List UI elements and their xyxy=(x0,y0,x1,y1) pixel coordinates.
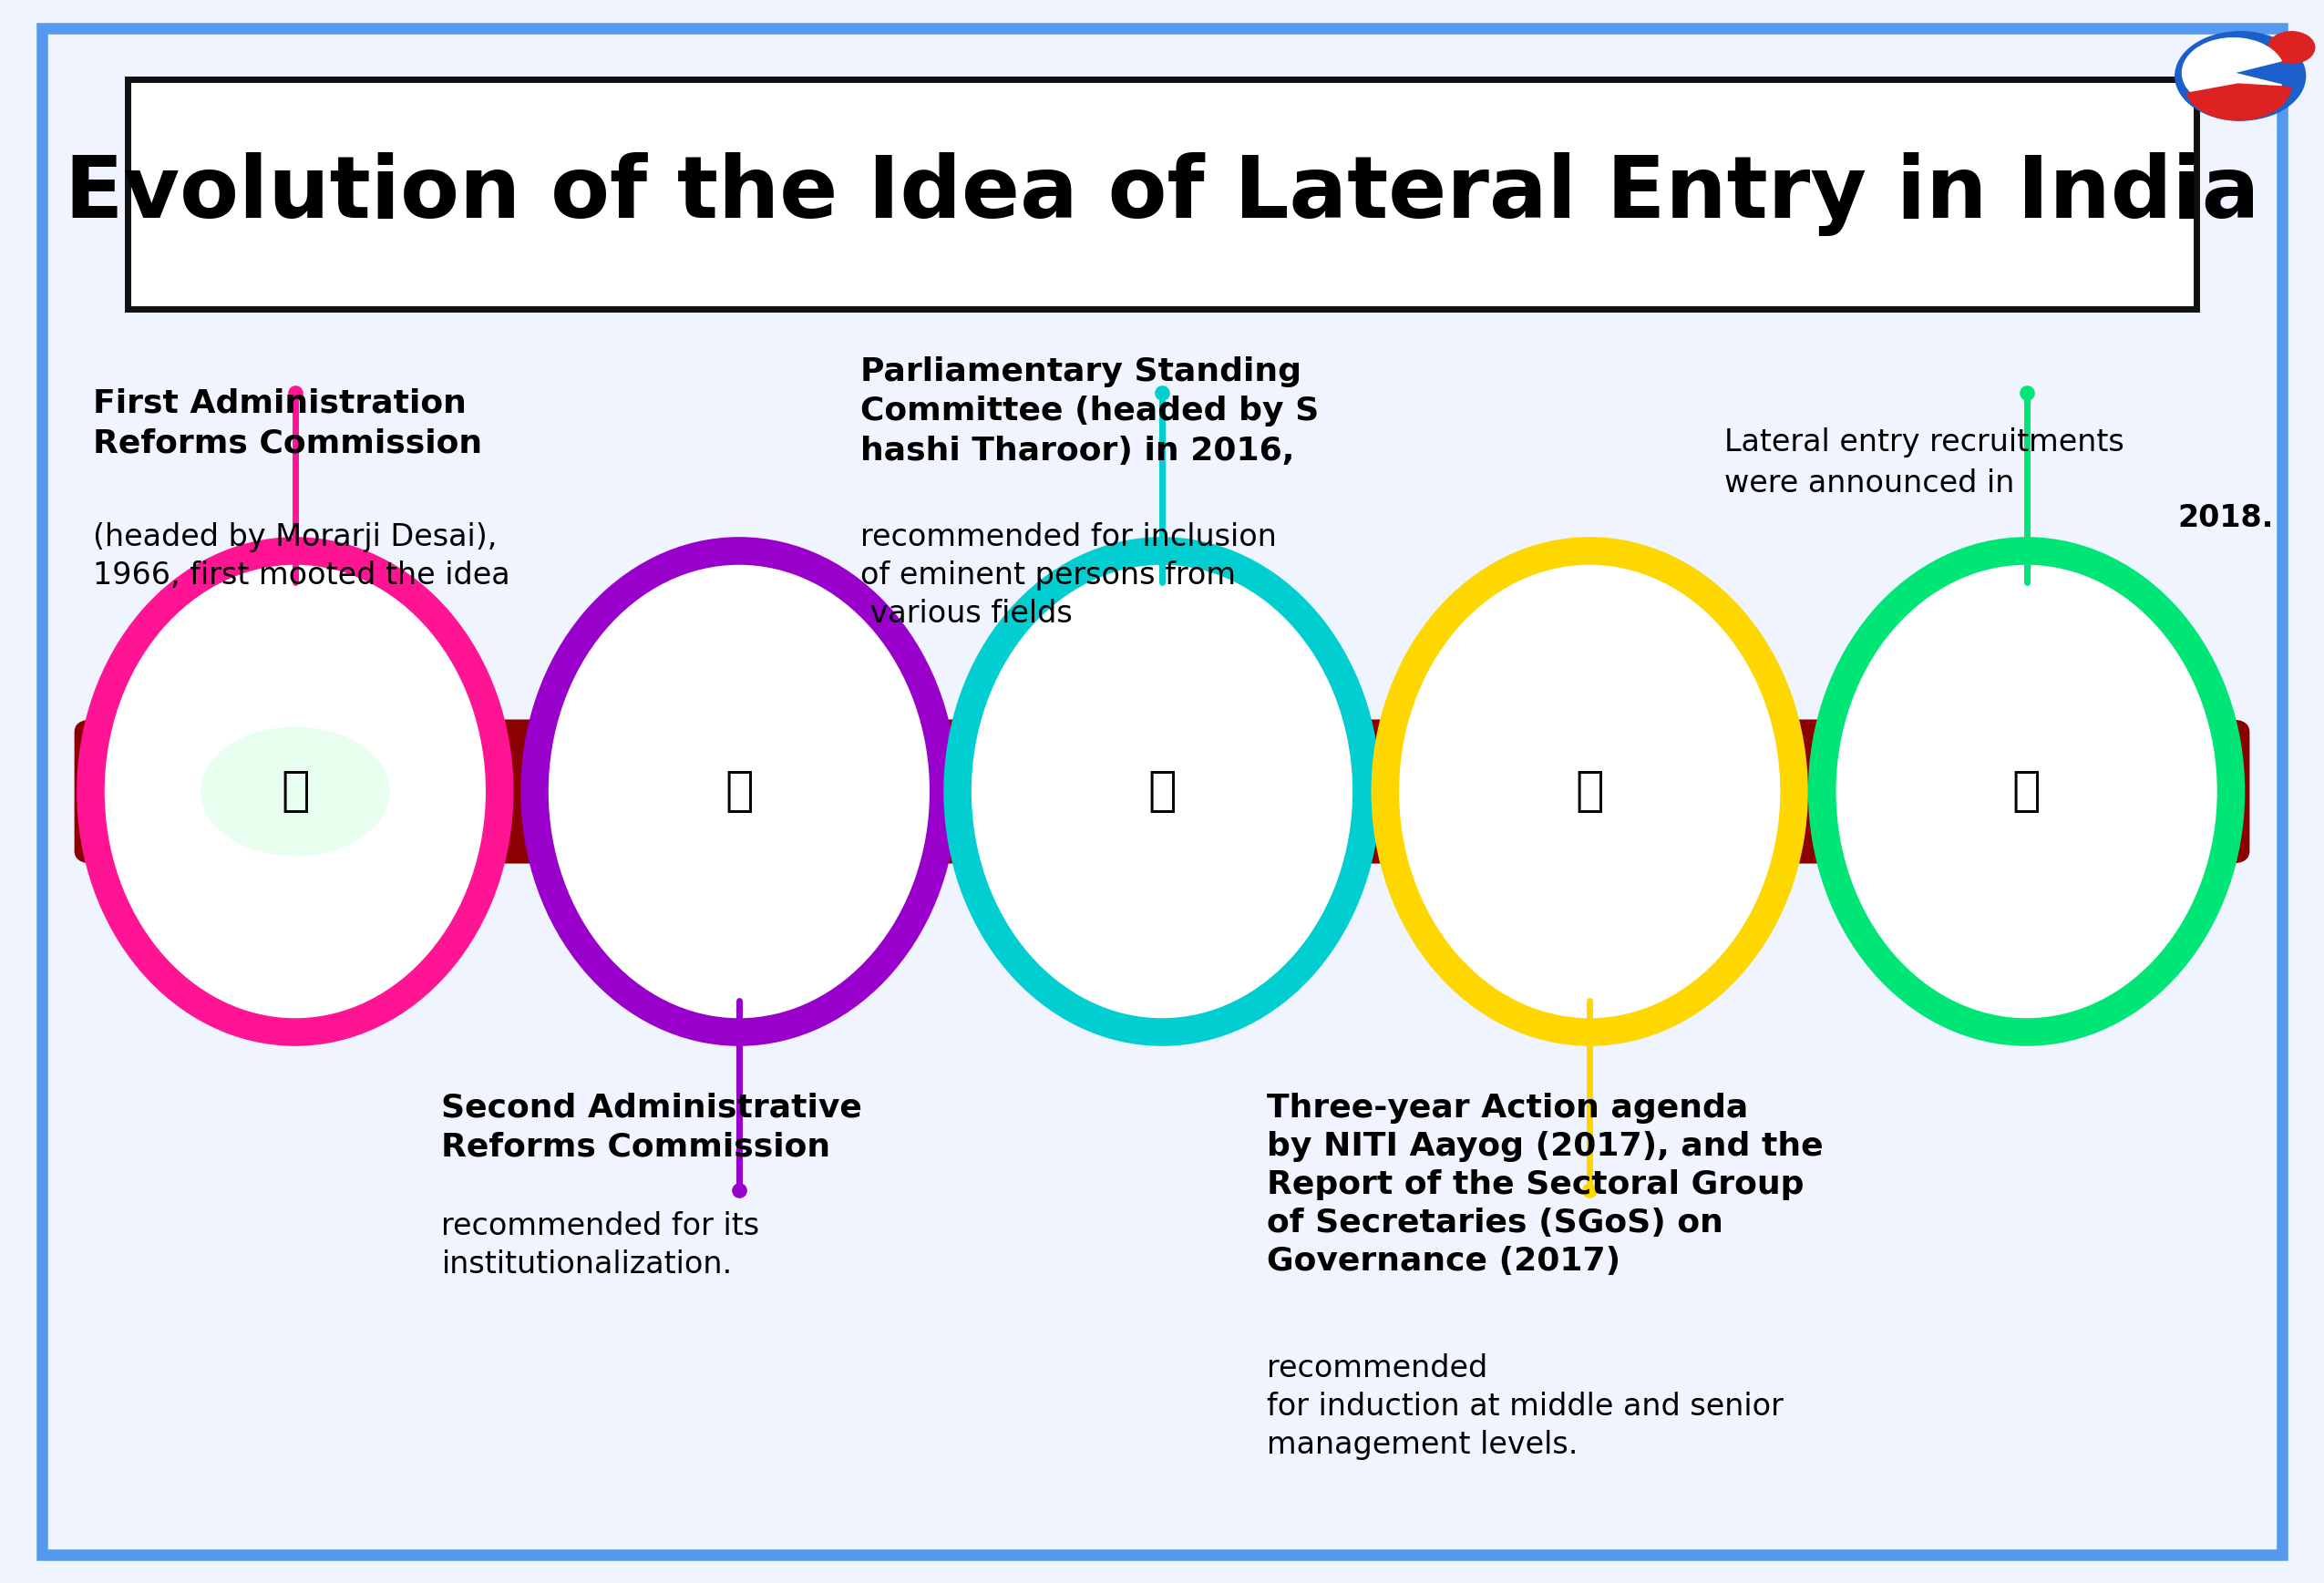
Ellipse shape xyxy=(999,598,1325,985)
Wedge shape xyxy=(2187,84,2291,120)
Text: 2018.: 2018. xyxy=(2178,503,2273,533)
Circle shape xyxy=(202,727,388,855)
Text: 🔗: 🔗 xyxy=(1576,768,1604,815)
Ellipse shape xyxy=(576,598,902,985)
Text: 👥: 👥 xyxy=(1148,768,1176,815)
Ellipse shape xyxy=(1864,598,2189,985)
Text: (headed by Morarji Desai),
1966, first mooted the idea: (headed by Morarji Desai), 1966, first m… xyxy=(93,522,509,590)
Point xyxy=(2008,380,2045,405)
Text: Evolution of the Idea of Lateral Entry in India: Evolution of the Idea of Lateral Entry i… xyxy=(65,152,2259,236)
Ellipse shape xyxy=(1427,598,1752,985)
Text: Second Administrative
Reforms Commission: Second Administrative Reforms Commission xyxy=(442,1092,862,1164)
Ellipse shape xyxy=(535,551,944,1032)
Circle shape xyxy=(2175,32,2305,120)
Point xyxy=(1571,1178,1608,1203)
Point xyxy=(277,380,314,405)
Text: Parliamentary Standing
Committee (headed by S
hashi Tharoor) in 2016,: Parliamentary Standing Committee (headed… xyxy=(860,356,1318,467)
Text: Lateral entry recruitments
were announced in: Lateral entry recruitments were announce… xyxy=(1724,427,2124,499)
Ellipse shape xyxy=(1822,551,2231,1032)
Text: First Administration
Reforms Commission: First Administration Reforms Commission xyxy=(93,388,483,459)
Point xyxy=(720,1178,758,1203)
Text: recommended for inclusion
of eminent persons from
 various fields: recommended for inclusion of eminent per… xyxy=(860,522,1276,628)
FancyBboxPatch shape xyxy=(128,79,2196,309)
Text: 🏛: 🏛 xyxy=(725,768,753,815)
Text: 🔧: 🔧 xyxy=(281,768,309,815)
Ellipse shape xyxy=(91,551,500,1032)
Ellipse shape xyxy=(132,598,458,985)
FancyBboxPatch shape xyxy=(74,719,2250,864)
Text: Three-year Action agenda
by NITI Aayog (2017), and the
Report of the Sectoral Gr: Three-year Action agenda by NITI Aayog (… xyxy=(1267,1092,1822,1277)
Wedge shape xyxy=(2182,38,2282,108)
Circle shape xyxy=(2268,32,2315,63)
Text: 📝: 📝 xyxy=(2013,768,2040,815)
Point xyxy=(1143,380,1181,405)
Text: recommended
for induction at middle and senior
management levels.: recommended for induction at middle and … xyxy=(1267,1353,1783,1460)
Ellipse shape xyxy=(1385,551,1794,1032)
Ellipse shape xyxy=(957,551,1367,1032)
Text: recommended for its
institutionalization.: recommended for its institutionalization… xyxy=(442,1211,760,1279)
